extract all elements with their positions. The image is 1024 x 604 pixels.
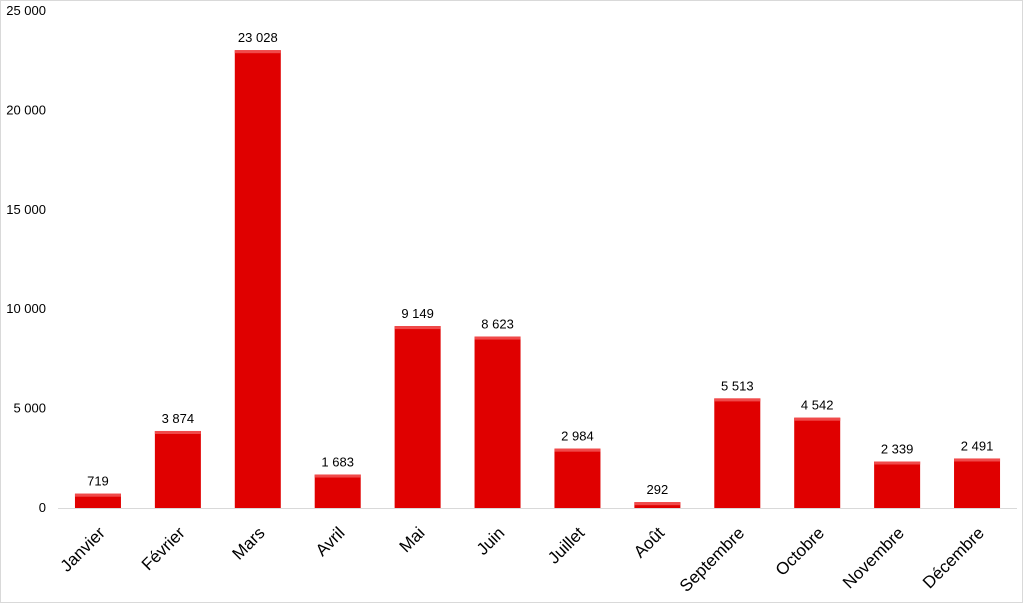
bar-top-highlight: [794, 417, 841, 421]
bar-top-highlight: [394, 326, 441, 330]
data-label: 8 623: [481, 317, 514, 332]
data-label: 5 513: [721, 378, 754, 393]
bar: [554, 448, 601, 508]
category-label: Juillet: [544, 523, 588, 567]
data-label: 23 028: [238, 30, 278, 45]
bar: [314, 474, 361, 508]
data-label: 2 984: [561, 429, 594, 444]
data-label: 1 683: [321, 455, 354, 470]
bar-top-highlight: [954, 458, 1001, 462]
data-label: 2 339: [881, 442, 914, 457]
category-label: Septembre: [676, 523, 748, 595]
data-label: 719: [87, 474, 109, 489]
y-tick-label: 20 000: [6, 102, 46, 117]
bar: [474, 336, 521, 508]
data-label: 9 149: [401, 306, 434, 321]
data-labels-group: 719 3 874 23 028 1 683 9 149 8 623 2 984 292 5 5…: [87, 30, 993, 497]
bar: [954, 458, 1001, 508]
category-label: Octobre: [772, 523, 828, 579]
data-label: 2 491: [961, 438, 994, 453]
bars-group: [74, 50, 1001, 508]
category-label: Avril: [312, 523, 349, 560]
bar-top-highlight: [714, 398, 761, 402]
bar-top-highlight: [874, 461, 921, 465]
bar-top-highlight: [474, 336, 521, 340]
bar-top-highlight: [74, 493, 121, 497]
bar: [234, 50, 281, 508]
category-label: Mars: [228, 523, 268, 563]
y-tick-label: 0: [39, 500, 46, 515]
y-tick-label: 25 000: [6, 3, 46, 18]
category-label: Mai: [396, 523, 429, 556]
category-label: Février: [138, 523, 189, 574]
category-label: Juin: [473, 523, 508, 558]
category-label: Décembre: [919, 523, 988, 592]
bar: [874, 461, 921, 508]
data-label: 292: [647, 482, 669, 497]
bar: [714, 398, 761, 508]
bar-top-highlight: [154, 430, 201, 434]
category-label: Août: [630, 523, 668, 561]
category-label: Novembre: [839, 523, 908, 592]
category-label: Janvier: [57, 523, 109, 575]
bar: [794, 417, 841, 508]
data-label: 3 874: [162, 411, 195, 426]
bar: [394, 326, 441, 508]
x-axis: Janvier Février Mars Avril Mai Juin Juillet Aoû…: [57, 508, 1017, 596]
y-axis: 0 5 000 10 000 15 000 20 000 25 000: [6, 3, 46, 515]
data-label: 4 542: [801, 398, 834, 413]
y-tick-label: 10 000: [6, 301, 46, 316]
y-tick-label: 5 000: [13, 401, 46, 416]
bar-top-highlight: [234, 50, 281, 54]
bar-top-highlight: [554, 448, 601, 452]
y-tick-label: 15 000: [6, 202, 46, 217]
bar: [154, 430, 201, 508]
bar-top-highlight: [634, 502, 681, 506]
bar-top-highlight: [314, 474, 361, 478]
bar: [74, 493, 121, 508]
